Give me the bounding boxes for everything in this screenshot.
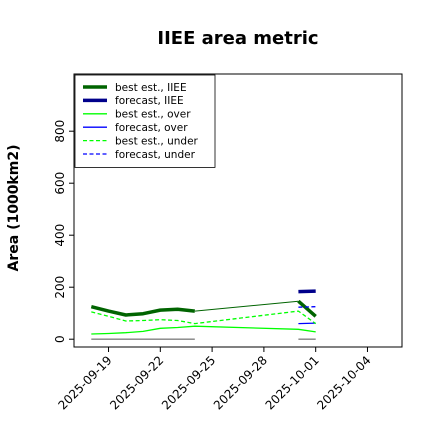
y-tick-label: 200	[53, 276, 67, 299]
x-tick-label-highlighted: 2025-09-25	[159, 353, 218, 412]
series-line-segment-2	[297, 299, 317, 318]
y-tick-label: 600	[53, 172, 67, 195]
legend-label-forecast-iiee: forecast, IIEE	[115, 95, 184, 107]
series-line-forecast-iiee	[298, 289, 316, 294]
x-tick-label: 2025-09-22	[107, 353, 166, 412]
y-axis-label: Area (1000km2)	[6, 145, 22, 272]
legend-label-best-est-iiee: best est., IIEE	[115, 82, 187, 94]
x-tick-label: 2025-09-28	[211, 353, 270, 412]
legend-label-best-est-under: best est., under	[115, 135, 199, 147]
series-layer	[90, 289, 317, 340]
legend-label-forecast-over: forecast, over	[115, 122, 188, 134]
series-line-forecast-under	[298, 306, 316, 308]
x-tick-label: 2025-10-04	[314, 353, 373, 412]
legend-label-forecast-under: forecast, under	[115, 149, 196, 161]
series-line-segment-1	[194, 300, 299, 312]
legend-box	[74, 74, 216, 168]
plot-frame	[73, 73, 403, 348]
series-line-best-est-iiee	[90, 305, 195, 317]
x-tick-label: 2025-10-01	[263, 353, 322, 412]
series-line-forecast-over	[298, 322, 316, 325]
legend-label-best-est-over: best est., over	[115, 109, 191, 121]
x-tick-label: 2025-09-19	[55, 353, 114, 412]
chart-title: IIEE area metric	[157, 28, 318, 49]
series-line-best-est-over	[91, 325, 316, 335]
y-tick-label: 400	[53, 224, 67, 247]
y-tick-label: 0	[53, 335, 67, 343]
y-tick-label: 800	[53, 120, 67, 143]
series-line-best-est-under	[91, 310, 317, 325]
